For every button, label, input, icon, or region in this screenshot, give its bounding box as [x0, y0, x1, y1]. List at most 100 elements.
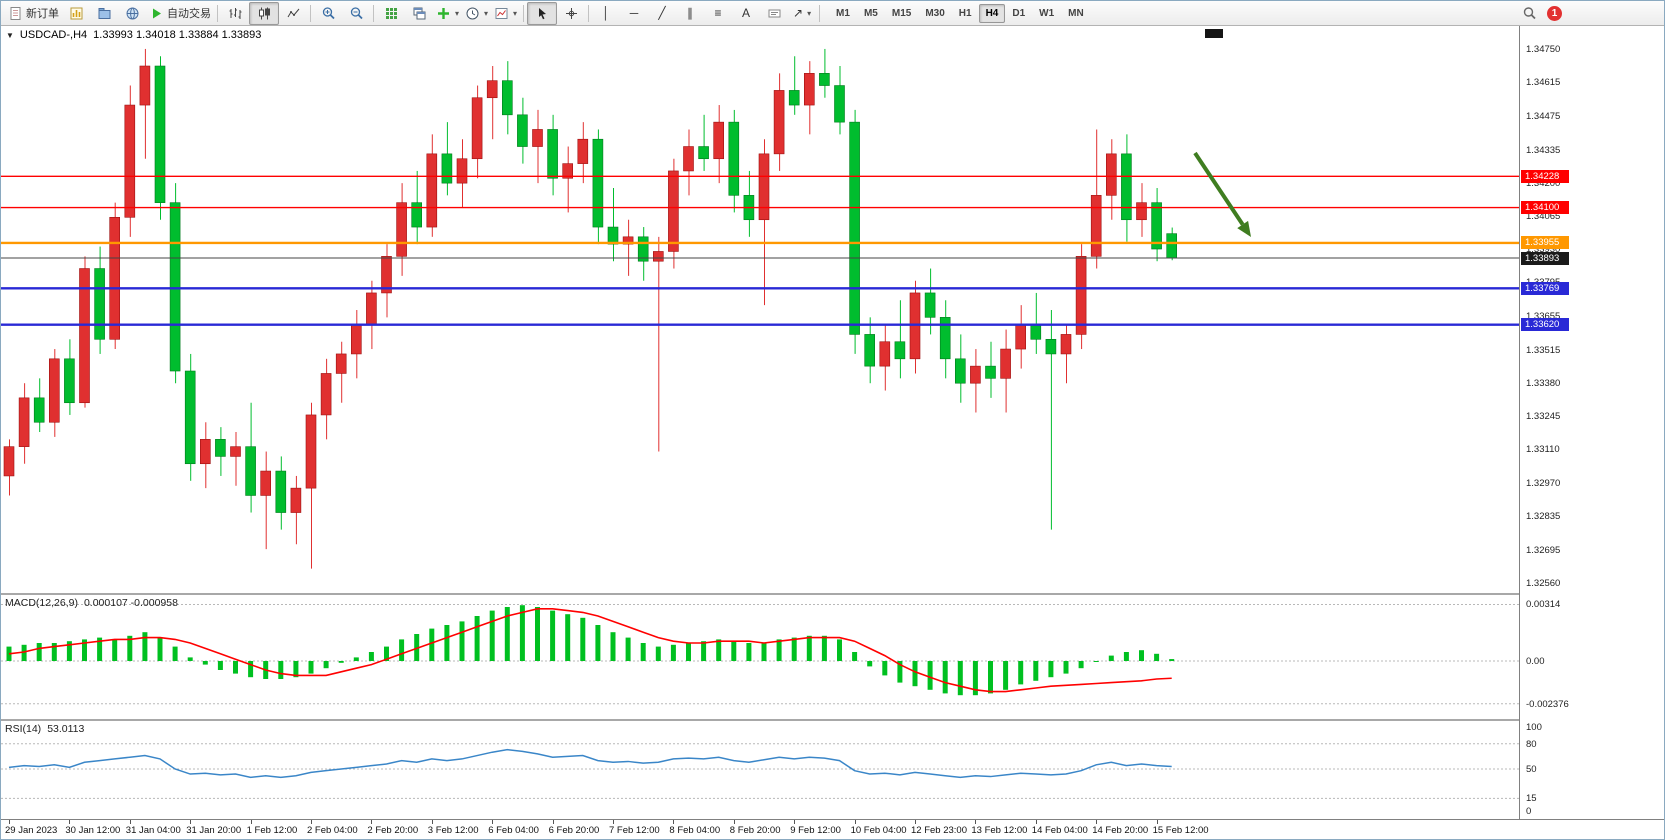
candle-bull — [290, 475, 302, 545]
candle-bear — [1045, 310, 1057, 530]
price-axis-label: 1.33380 — [1526, 378, 1561, 390]
new-order-icon — [10, 6, 21, 20]
cascade-windows-button[interactable] — [405, 3, 433, 24]
candle-bear — [864, 317, 876, 384]
chart-ohlc-values: 1.33993 1.34018 1.33884 1.33893 — [93, 29, 262, 41]
price-axis-label: 1.32970 — [1526, 478, 1561, 490]
time-tick — [9, 820, 10, 824]
time-axis-label: 12 Feb 23:00 — [911, 825, 967, 836]
candle-bull — [1060, 324, 1072, 384]
price-axis-label: 1.33245 — [1526, 411, 1561, 423]
panel-splitter[interactable] — [1, 719, 1664, 721]
macd-histogram-bar — [444, 625, 450, 661]
candle-bear — [954, 334, 966, 403]
chart-corner-box[interactable] — [1205, 29, 1223, 38]
macd-histogram-bar — [927, 661, 933, 690]
macd-histogram-bar — [776, 639, 782, 661]
candle-bull — [139, 48, 151, 159]
candlestick-mode-button[interactable] — [249, 1, 279, 25]
timeframe-m5-button[interactable]: M5 — [863, 7, 878, 19]
price-axis-label: 1.32560 — [1526, 578, 1561, 590]
strategy-tester-button[interactable] — [118, 3, 146, 24]
candle-bear — [819, 48, 830, 98]
macd-histogram-bar — [550, 610, 556, 661]
macd-panel[interactable] — [1, 595, 1519, 719]
candle-bull — [1000, 329, 1011, 413]
notification-badge[interactable]: 1 — [1547, 5, 1562, 21]
macd-histogram-bar — [1048, 661, 1054, 678]
bar-chart-mode-button[interactable] — [221, 3, 249, 24]
time-tick — [371, 820, 373, 824]
candle-bull — [350, 310, 362, 379]
candle-bear — [592, 129, 604, 245]
time-axis[interactable]: 29 Jan 2023 30 Jan 12:00 31 Jan 04:00 31 Ja… — [1, 819, 1664, 839]
time-axis-label: 1 Feb 12:00 — [246, 825, 298, 836]
macd-histogram-bar — [1063, 661, 1069, 674]
channel-tool-button[interactable]: ∥ — [676, 3, 704, 24]
search-icon[interactable] — [1522, 6, 1537, 21]
crosshair-tool-button[interactable] — [557, 3, 585, 24]
zoom-out-button[interactable] — [342, 3, 370, 24]
timeframe-d1-button[interactable]: D1 — [1012, 7, 1026, 19]
timeframe-m15-button[interactable]: M15 — [891, 7, 912, 19]
macd-histogram-bar — [51, 643, 57, 661]
indicators-button[interactable]: ▾ — [433, 3, 462, 24]
trendline-tool-button[interactable]: ╱ — [648, 3, 676, 24]
macd-panel-label: MACD(12,26,9) 0.000107 -0.000958 — [5, 597, 178, 609]
fibonacci-tool-button[interactable]: ≡ — [704, 3, 732, 24]
panel-splitter[interactable] — [1, 593, 1664, 595]
macd-histogram-bar — [731, 641, 737, 661]
time-axis-label: 7 Feb 12:00 — [609, 825, 660, 836]
macd-histogram-bar — [1003, 661, 1009, 690]
autotrading-button[interactable]: 自动交易 — [146, 3, 214, 24]
periods-button[interactable]: ▾ — [462, 3, 491, 24]
price-axis[interactable]: 1.34750 1.34615 1.34475 1.34335 1.34200 1.340… — [1519, 26, 1664, 819]
templates-button[interactable]: ▾ — [491, 3, 520, 24]
macd-histogram-bar — [36, 643, 42, 661]
macd-histogram-bar — [912, 661, 918, 687]
text-tool-button[interactable]: A — [732, 3, 760, 24]
timeframe-m30-button[interactable]: M30 — [925, 7, 945, 19]
time-tick — [613, 820, 614, 824]
macd-histogram-bar — [655, 646, 661, 661]
macd-histogram-bar — [308, 661, 314, 674]
toolbar-separator — [217, 4, 218, 22]
trend-arrow-annotation[interactable] — [1193, 151, 1251, 237]
timeframe-w1-button[interactable]: W1 — [1039, 7, 1055, 19]
macd-histogram-bar — [640, 643, 646, 661]
macd-histogram-bar — [97, 637, 103, 661]
zoom-in-button[interactable] — [314, 3, 342, 24]
label-tool-button[interactable] — [760, 3, 788, 24]
profiles-button[interactable] — [90, 3, 118, 24]
cursor-tool-button[interactable] — [527, 1, 558, 25]
candle-bull — [562, 146, 574, 213]
timeframe-h4-button[interactable]: H4 — [978, 3, 1006, 23]
arrows-tool-button[interactable]: ↗ ▾ — [788, 3, 816, 24]
vertical-line-tool-button[interactable]: │ — [592, 3, 620, 24]
new-chart-button[interactable] — [62, 3, 90, 24]
candlestick-icon — [258, 7, 270, 19]
timeframe-mn-button[interactable]: MN — [1068, 7, 1084, 19]
macd-histogram-bar — [565, 614, 571, 661]
macd-histogram-bar — [580, 617, 586, 661]
crosshair-icon — [565, 7, 577, 19]
macd-histogram-bar — [429, 628, 435, 661]
new-order-button[interactable]: 新订单 — [5, 3, 62, 24]
rsi-panel[interactable] — [1, 721, 1519, 819]
price-chart[interactable] — [1, 26, 1519, 593]
clock-icon — [466, 7, 479, 19]
tile-windows-button[interactable] — [377, 3, 405, 24]
candle-bear — [985, 341, 996, 398]
macd-histogram-bar — [1169, 659, 1175, 661]
macd-signal-line — [8, 608, 1172, 693]
chart-collapse-icon[interactable]: ▼ — [6, 30, 14, 40]
timeframe-h1-button[interactable]: H1 — [958, 7, 972, 19]
candle-bull — [335, 341, 347, 403]
macd-histogram-bar — [988, 661, 993, 694]
timeframe-m1-button[interactable]: M1 — [836, 7, 850, 19]
time-tick — [975, 820, 977, 824]
line-chart-mode-button[interactable] — [279, 3, 307, 24]
horizontal-line-tool-button[interactable]: ─ — [620, 3, 648, 24]
template-icon — [495, 7, 508, 19]
time-axis-label: 9 Feb 12:00 — [790, 825, 841, 836]
